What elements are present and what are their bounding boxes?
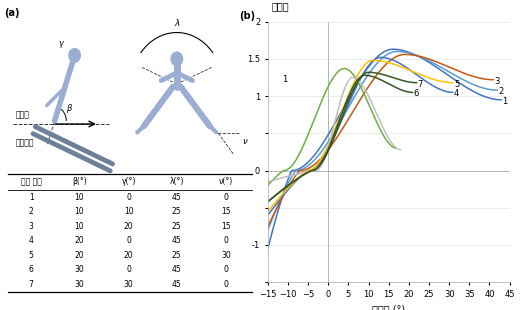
- Text: (b): (b): [239, 11, 255, 21]
- Text: 0: 0: [126, 193, 131, 202]
- Text: 10: 10: [124, 207, 134, 216]
- Text: 10: 10: [74, 207, 84, 216]
- Text: 25: 25: [172, 251, 181, 260]
- Text: 6: 6: [414, 89, 419, 98]
- Text: 4: 4: [454, 89, 459, 98]
- Text: 30: 30: [124, 280, 134, 289]
- Text: 25: 25: [172, 207, 181, 216]
- Text: 7: 7: [418, 80, 423, 89]
- Text: 1: 1: [29, 193, 34, 202]
- Text: β: β: [66, 104, 72, 113]
- Text: 2: 2: [29, 207, 34, 216]
- Text: 1: 1: [282, 75, 287, 84]
- Text: β(°): β(°): [72, 177, 87, 186]
- Text: 6: 6: [29, 265, 34, 274]
- Text: 15: 15: [222, 207, 231, 216]
- Text: γ(°): γ(°): [122, 177, 136, 186]
- Text: 0: 0: [224, 265, 229, 274]
- Text: 3: 3: [29, 222, 34, 231]
- Text: 20: 20: [124, 251, 134, 260]
- Text: 30: 30: [74, 280, 84, 289]
- Text: 20: 20: [124, 222, 134, 231]
- Text: 5: 5: [29, 251, 34, 260]
- Text: 20: 20: [74, 236, 84, 245]
- Circle shape: [69, 49, 80, 62]
- Text: 0: 0: [126, 265, 131, 274]
- Text: ν(°): ν(°): [219, 177, 233, 186]
- Text: 받음각: 받음각: [16, 110, 30, 119]
- Text: 0: 0: [224, 193, 229, 202]
- Text: 5: 5: [454, 80, 459, 89]
- Text: 45: 45: [172, 236, 181, 245]
- Text: 0: 0: [224, 236, 229, 245]
- Text: 2: 2: [498, 87, 503, 96]
- Text: γ: γ: [58, 38, 63, 48]
- Text: 45: 45: [172, 265, 181, 274]
- Text: 4: 4: [29, 236, 34, 245]
- Circle shape: [171, 52, 183, 66]
- Text: 45: 45: [172, 280, 181, 289]
- Text: 20: 20: [74, 251, 84, 260]
- Text: 7: 7: [29, 280, 34, 289]
- Text: 유동방향: 유동방향: [16, 138, 34, 147]
- X-axis label: 받음각 (°): 받음각 (°): [372, 304, 405, 310]
- Text: 25: 25: [172, 222, 181, 231]
- Text: 10: 10: [74, 193, 84, 202]
- Text: (a): (a): [4, 8, 19, 18]
- Text: 30: 30: [74, 265, 84, 274]
- Text: 0: 0: [126, 236, 131, 245]
- Text: 45: 45: [172, 193, 181, 202]
- Text: 15: 15: [222, 222, 231, 231]
- Text: 30: 30: [222, 251, 231, 260]
- Text: 자세 번호: 자세 번호: [21, 177, 42, 186]
- Text: 1: 1: [502, 97, 508, 106]
- Text: λ: λ: [174, 19, 179, 28]
- Y-axis label: 양항비: 양항비: [271, 1, 289, 11]
- Text: 3: 3: [495, 77, 500, 86]
- Text: λ(°): λ(°): [170, 177, 184, 186]
- Text: ν: ν: [242, 137, 246, 146]
- Text: 0: 0: [224, 280, 229, 289]
- Text: 10: 10: [74, 222, 84, 231]
